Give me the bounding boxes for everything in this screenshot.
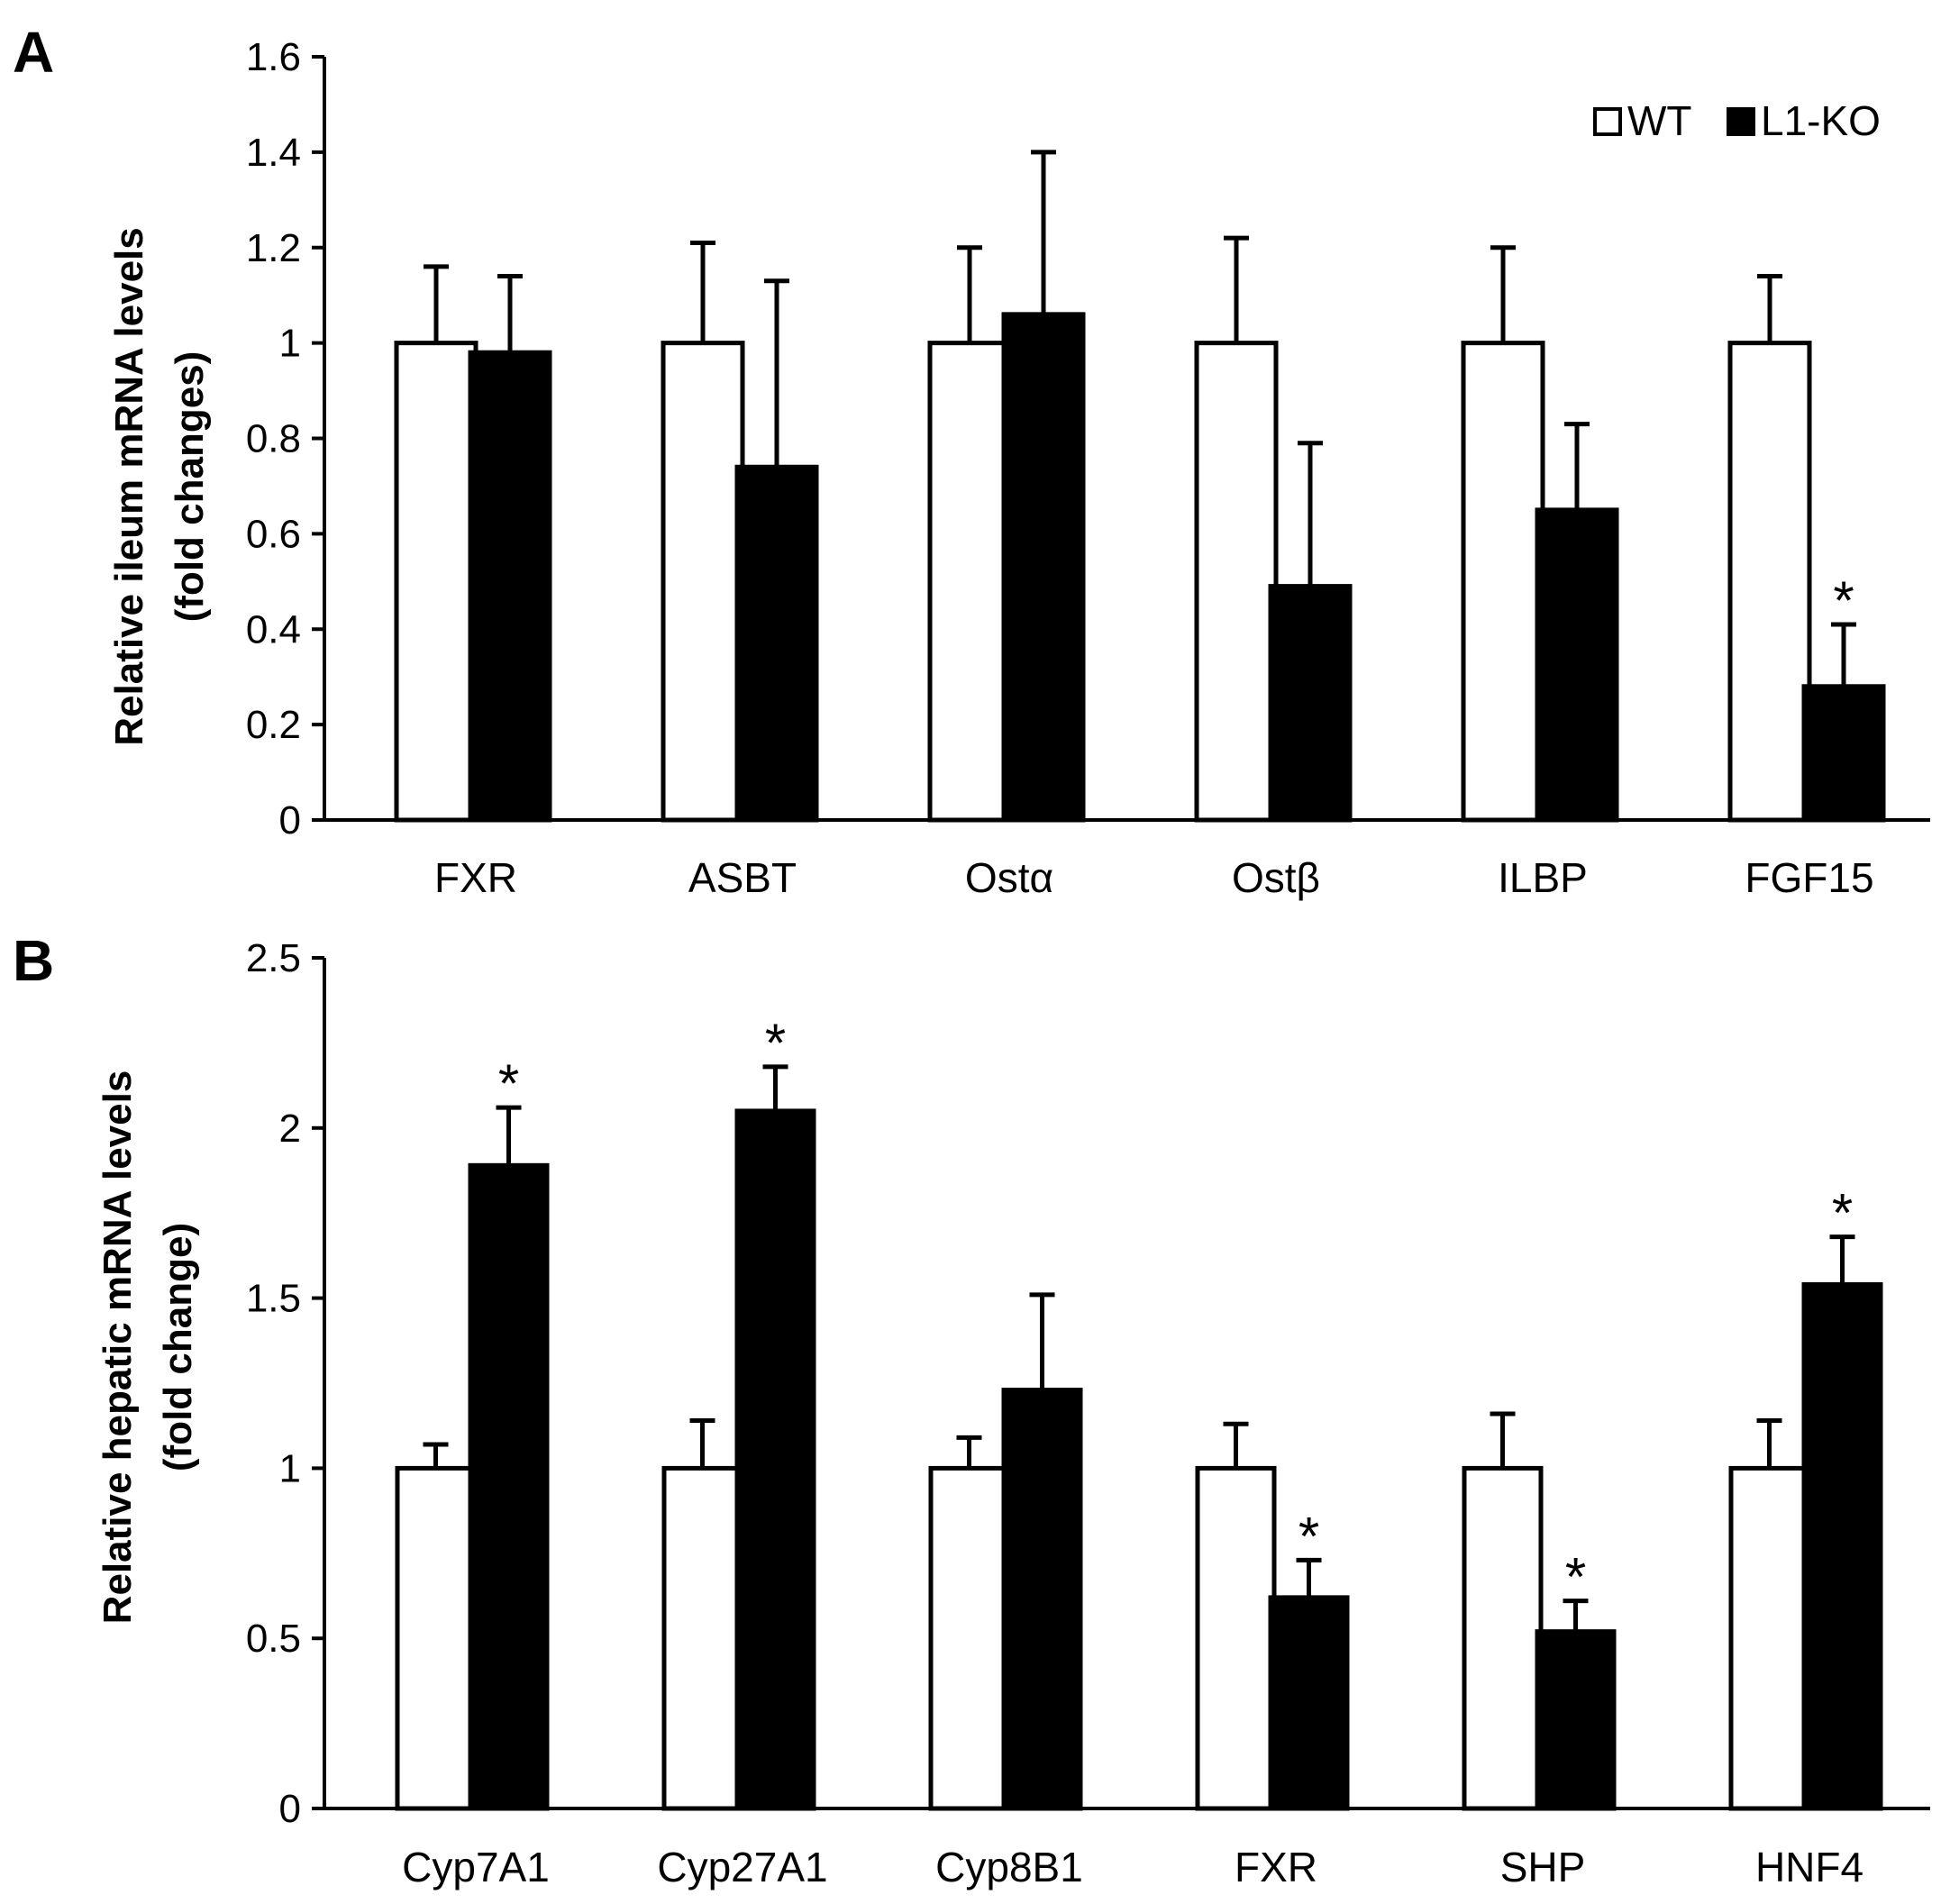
panel-a-y-tick-label: 1.6 — [246, 35, 301, 79]
panel-a-y-tick-label: 1.2 — [246, 226, 301, 270]
panel-a-y-tick-label: 0.4 — [246, 607, 301, 651]
panel-a-y-tick-label: 0 — [279, 798, 301, 843]
panel-b-y-tick-label: 2 — [279, 1107, 301, 1151]
panel-b-wt-bar — [1462, 1465, 1544, 1811]
panel-b-category-label: Cyp7A1 — [402, 1844, 550, 1890]
panel-b-y-tick-label: 0.5 — [246, 1617, 301, 1661]
panel-b-ylabel-line1: Relative hepatic mRNA levels — [96, 1070, 140, 1625]
panel-b-wt-bar — [1195, 1465, 1277, 1811]
panel-a-category-label: Ostβ — [1232, 854, 1320, 901]
panel-a-ylabel-line2: (fold changes) — [168, 351, 212, 623]
panel-b-letter: B — [13, 928, 54, 993]
panel-b-y-tick-label: 1 — [279, 1446, 301, 1490]
panel-a-wt-bar — [1461, 341, 1545, 823]
legend-wt-swatch — [1593, 107, 1622, 136]
panel-b-category-label: Cyp27A1 — [657, 1844, 827, 1890]
panel-a-y-tick-label: 1 — [279, 322, 301, 366]
panel-a: A Relative ileum mRNA levels (fold chang… — [13, 20, 1930, 901]
legend-ko-swatch — [1727, 107, 1755, 136]
panel-b-wt-bar — [661, 1465, 743, 1811]
panel-a-plot: 0 0.2 0.4 0.6 0.8 1 1.2 1.4 1.6 FXR ASBT Ostα Ostβ IL… — [246, 35, 1930, 901]
panel-a-category-label: ASBT — [688, 854, 797, 901]
panel-a-category-label: FXR — [434, 854, 517, 901]
panel-b-y-tick-label: 1.5 — [246, 1277, 301, 1321]
panel-b-wt-bar — [1728, 1465, 1810, 1811]
panel-b-significance-star: * — [498, 1053, 519, 1114]
legend-ko-label: L1-KO — [1761, 97, 1881, 144]
panel-a-wt-bar — [661, 341, 745, 823]
panel-b-significance-star: * — [765, 1013, 786, 1073]
panel-a-letter: A — [13, 20, 54, 85]
panel-b-category-label: FXR — [1235, 1844, 1317, 1890]
panel-b-y-tick-label: 2.5 — [246, 936, 301, 980]
panel-a-ko-bar — [1801, 684, 1886, 823]
panel-b-ko-bar — [1268, 1595, 1350, 1811]
panel-b-significance-star: * — [1832, 1183, 1853, 1244]
legend: WT L1-KO — [1593, 97, 1881, 144]
panel-b-wt-bar — [928, 1465, 1010, 1811]
panel-a-y-tick-label: 0.2 — [246, 703, 301, 747]
panel-a-wt-bar — [394, 341, 478, 823]
panel-a-ylabel-line1: Relative ileum mRNA levels — [107, 227, 151, 746]
panel-a-wt-bar — [927, 341, 1012, 823]
panel-b-category-label: Cyp8B1 — [935, 1844, 1083, 1890]
panel-a-ko-bar — [734, 464, 819, 823]
panel-b-ko-bar — [734, 1108, 816, 1811]
panel-b-plot: 0 0.5 1 1.5 2 2.5 * Cyp7A1 * Cyp27A1 Cyp8B1 * FXR * SH… — [246, 936, 1930, 1890]
panel-b-wt-bar — [395, 1465, 477, 1811]
panel-a-y-tick-label: 1.4 — [246, 131, 301, 175]
panel-a-category-label: FGF15 — [1745, 854, 1873, 901]
panel-a-wt-bar — [1194, 341, 1279, 823]
panel-a-y-tick-label: 0.8 — [246, 417, 301, 461]
panel-b-significance-star: * — [1298, 1506, 1319, 1566]
panel-b-category-label: HNF4 — [1755, 1844, 1863, 1890]
panel-b-ko-bar — [468, 1162, 550, 1811]
panel-a-ko-bar — [1001, 312, 1086, 823]
panel-b: B Relative hepatic mRNA levels (fold cha… — [13, 928, 1930, 1890]
panel-a-category-label: ILBP — [1498, 854, 1588, 901]
panel-b-category-label: SHP — [1500, 1844, 1586, 1890]
panel-b-y-tick-label: 0 — [279, 1787, 301, 1831]
legend-wt-label: WT — [1627, 97, 1692, 144]
panel-b-significance-star: * — [1565, 1547, 1586, 1608]
panel-a-wt-bar — [1727, 341, 1812, 823]
panel-b-ylabel-line2: (fold change) — [156, 1223, 200, 1471]
panel-a-category-label: Ostα — [965, 854, 1053, 901]
panel-a-significance-star: * — [1833, 570, 1854, 631]
panel-a-y-tick-label: 0.6 — [246, 512, 301, 556]
panel-a-ko-bar — [1268, 584, 1353, 823]
panel-a-ko-bar — [1535, 507, 1619, 823]
panel-a-ko-bar — [468, 350, 552, 823]
panel-b-ko-bar — [1535, 1629, 1617, 1811]
panel-b-ko-bar — [1801, 1281, 1883, 1811]
panel-b-ko-bar — [1001, 1388, 1083, 1811]
